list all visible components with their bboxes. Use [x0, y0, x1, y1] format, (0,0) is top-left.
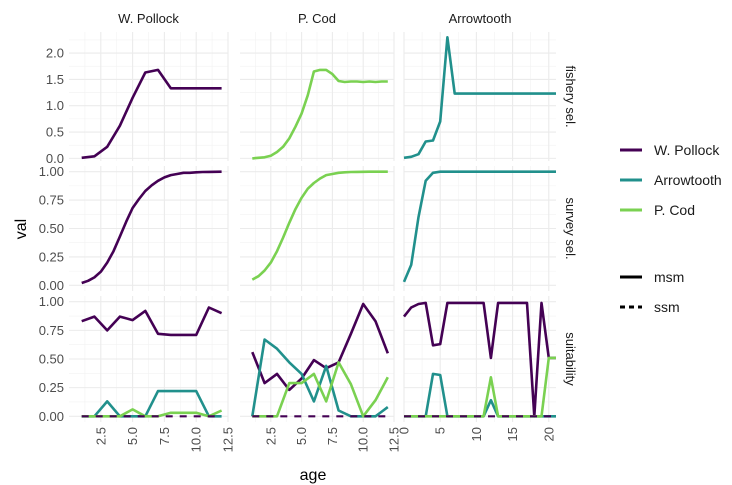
- series-line-w-pollock-msm-survey-sel-w-pollock: [81, 170, 222, 285]
- series-layer: [81, 35, 556, 418]
- y-tick-label: 0.75: [39, 323, 64, 338]
- x-tick-label: 12.5: [387, 427, 402, 452]
- series-line-p-cod-msm-fishery-sel-p-cod: [252, 68, 388, 160]
- series-line-p-cod-msm-suitability-w-pollock: [81, 408, 223, 418]
- x-tick-label: 15: [505, 427, 520, 441]
- legend: W. Pollock Arrowtooth P. Cod msm ssm: [620, 142, 722, 315]
- x-axis-title: age: [300, 467, 327, 484]
- series-line-p-cod-msm-survey-sel-p-cod: [251, 170, 388, 281]
- x-tick-label: 0: [397, 427, 412, 434]
- panel-survey-sel-arrowtooth: [403, 166, 556, 291]
- panel-fishery-sel-p-cod: [240, 32, 395, 161]
- x-tick-label: 7.5: [325, 427, 340, 445]
- y-axis-title: val: [13, 219, 30, 239]
- x-tick-label: 2.5: [93, 427, 108, 445]
- label-layer: W. Pollock P. Cod Arrowtooth fishery sel. su…: [39, 11, 578, 452]
- panel-survey-sel-w-pollock: [69, 166, 229, 291]
- strip-row-fishery-sel: fishery sel.: [563, 65, 578, 127]
- legend-item-ssm: ssm: [620, 299, 680, 315]
- y-tick-label: 0.5: [46, 125, 64, 140]
- legend-item-p-cod: P. Cod: [620, 202, 695, 218]
- series-line-arrowtooth-msm-fishery-sel-arrowtooth: [403, 35, 556, 160]
- series-line-arrowtooth-msm-survey-sel-arrowtooth: [402, 170, 556, 283]
- legend-item-w-pollock: W. Pollock: [620, 142, 720, 158]
- legend-label-w-pollock: W. Pollock: [654, 142, 720, 158]
- x-tick-label: 10: [469, 427, 484, 441]
- y-tick-label: 0.75: [39, 193, 64, 208]
- legend-label-arrowtooth: Arrowtooth: [654, 172, 722, 188]
- x-tick-label: 10.0: [356, 427, 371, 452]
- strip-row-survey-sel: survey sel.: [563, 197, 578, 259]
- panel-fishery-sel-arrowtooth: [403, 32, 556, 161]
- y-tick-label: 1.00: [39, 294, 64, 309]
- y-tick-label: 0.25: [39, 249, 64, 264]
- strip-row-suitability: suitability: [563, 332, 578, 386]
- x-tick-label: 12.5: [221, 427, 236, 452]
- x-tick-label: 5: [433, 427, 448, 434]
- legend-item-msm: msm: [620, 269, 684, 285]
- series-line-w-pollock-msm-suitability-w-pollock: [81, 306, 223, 337]
- y-tick-label: 1.00: [39, 164, 64, 179]
- x-tick-label: 2.5: [263, 427, 278, 445]
- strip-col-w-pollock: W. Pollock: [118, 11, 179, 26]
- x-tick-label: 10.0: [189, 427, 204, 452]
- series-line-p-cod-msm-suitability-p-cod: [252, 361, 389, 418]
- y-tick-label: 0.50: [39, 221, 64, 236]
- strip-col-p-cod: P. Cod: [298, 11, 336, 26]
- x-tick-label: 5.0: [294, 427, 309, 445]
- legend-label-p-cod: P. Cod: [654, 202, 695, 218]
- legend-label-msm: msm: [654, 269, 684, 285]
- y-tick-label: 2.0: [46, 46, 64, 61]
- series-line-w-pollock-msm-suitability-arrowtooth: [402, 301, 556, 418]
- x-tick-label: 20: [541, 427, 556, 441]
- series-line-w-pollock-msm-fishery-sel-w-pollock: [81, 68, 222, 160]
- series-line-arrowtooth-msm-suitability-w-pollock: [81, 389, 222, 418]
- y-tick-label: 0.25: [39, 380, 64, 395]
- x-tick-label: 7.5: [157, 427, 172, 445]
- y-tick-label: 0.00: [39, 409, 64, 424]
- x-tick-label: 5.0: [125, 427, 140, 445]
- y-tick-label: 0.50: [39, 352, 64, 367]
- legend-label-ssm: ssm: [654, 299, 680, 315]
- panel-suitability-p-cod: [240, 296, 395, 422]
- strip-col-arrowtooth: Arrowtooth: [449, 11, 512, 26]
- panel-fishery-sel-w-pollock: [69, 32, 229, 161]
- y-tick-label: 1.5: [46, 72, 64, 87]
- y-tick-label: 1.0: [46, 98, 64, 113]
- y-tick-label: 0.00: [39, 278, 64, 293]
- series-line-w-pollock-msm-suitability-p-cod: [251, 302, 390, 392]
- legend-item-arrowtooth: Arrowtooth: [620, 172, 722, 188]
- y-tick-label: 0.0: [46, 151, 64, 166]
